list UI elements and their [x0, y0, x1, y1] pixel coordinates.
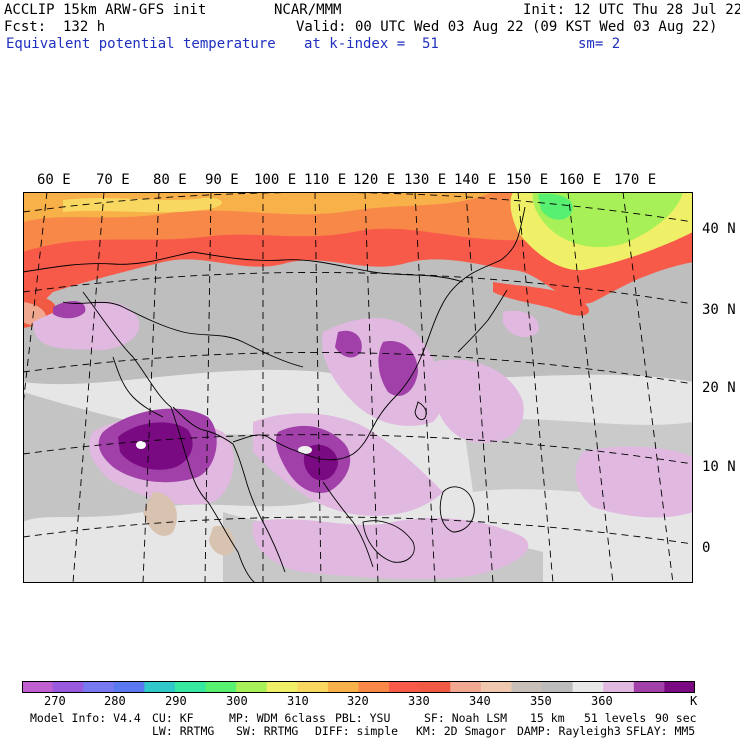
org-label: NCAR/MMM [274, 2, 342, 18]
cu-scheme: CU: KF [152, 711, 194, 725]
colorbar-swatch [236, 681, 268, 693]
diff-scheme: DIFF: simple [315, 724, 399, 738]
model-level: at k-index = 51 [304, 36, 439, 52]
lon-label: 120 E [353, 172, 396, 188]
lon-label: 90 E [205, 172, 239, 188]
colorbar-swatch [603, 681, 635, 693]
colorbar-swatch [113, 681, 145, 693]
valid-time: Valid: 00 UTC Wed 03 Aug 22 (09 KST Wed … [296, 19, 718, 35]
smoothing-label: sm= 2 [578, 36, 621, 52]
lat-label: 20 N [702, 380, 736, 396]
colorbar-tick-label: 310 [287, 694, 309, 708]
colorbar-swatch [266, 681, 298, 693]
colorbar-swatch [327, 681, 359, 693]
colorbar-swatch [358, 681, 390, 693]
colorbar-tick-label: 340 [469, 694, 491, 708]
lon-label: 70 E [96, 172, 130, 188]
colorbar [22, 681, 695, 693]
lat-label: 30 N [702, 302, 736, 318]
vertical-levels: 51 levels [584, 711, 647, 725]
lat-label: 0 [702, 540, 711, 556]
field-region-360k [503, 310, 539, 338]
colorbar-tick-label: 280 [104, 694, 126, 708]
field-region-345k [209, 526, 235, 556]
colorbar-tick-label: 330 [408, 694, 430, 708]
colorbar-swatch [664, 681, 695, 693]
colorbar-swatch [205, 681, 237, 693]
damp-scheme: DAMP: Rayleigh3 [517, 724, 621, 738]
coastlines [23, 206, 526, 583]
theta-e-map [23, 192, 693, 583]
colorbar-swatch [297, 681, 329, 693]
colorbar-swatch [22, 681, 54, 693]
field-region-370k [53, 300, 86, 319]
colorbar-tick-label: 270 [44, 694, 66, 708]
lw-scheme: LW: RRTMG [152, 724, 215, 738]
lat-label: 40 N [702, 221, 736, 237]
lon-label: 100 E [254, 172, 297, 188]
model-title: ACCLIP 15km ARW-GFS init [4, 2, 207, 18]
colorbar-swatch [174, 681, 207, 693]
colorbar-swatch [419, 681, 451, 693]
colorbar-tick-label: 300 [226, 694, 248, 708]
field-region-370k [335, 330, 362, 358]
sf-scheme: SF: Noah LSM [424, 711, 508, 725]
lon-label: 160 E [559, 172, 602, 188]
graticule [23, 192, 693, 583]
colorbar-swatch [83, 681, 115, 693]
model-info: Model Info: V4.4 [30, 711, 141, 725]
colorbar-tick-label: 360 [591, 694, 613, 708]
mp-scheme: MP: WDM 6class [229, 711, 326, 725]
colorbar-swatch [52, 681, 84, 693]
sw-scheme: SW: RRTMG [236, 724, 299, 738]
colorbar-unit: K [690, 694, 698, 708]
lon-label: 140 E [454, 172, 497, 188]
colorbar-frame [22, 681, 695, 693]
field-region-380k [303, 444, 338, 481]
colorbar-swatch [389, 681, 421, 693]
colorbar-swatch [572, 681, 604, 693]
colorbar-tick-label: 290 [165, 694, 187, 708]
field-region-360k [433, 359, 524, 443]
resolution: 15 km [530, 711, 565, 725]
field-region-380k [118, 422, 193, 470]
lat-label: 10 N [702, 459, 736, 475]
map-frame [23, 192, 693, 583]
colorbar-swatch [144, 681, 176, 693]
colorbar-swatch [633, 681, 665, 693]
pbl-scheme: PBL: YSU [335, 711, 391, 725]
field-region-360k [575, 446, 693, 518]
km-scheme: KM: 2D Smagor [416, 724, 507, 738]
lon-label: 80 E [153, 172, 187, 188]
colorbar-swatch [542, 681, 574, 693]
lon-label: 170 E [614, 172, 657, 188]
sflay-scheme: SFLAY: MM5 [626, 724, 696, 738]
field-region-330k [493, 282, 590, 316]
colorbar-swatch [511, 681, 543, 693]
colorbar-swatch [450, 681, 482, 693]
field-region-360k [252, 517, 529, 580]
colorbar-tick-label: 320 [347, 694, 369, 708]
field-region-300k [538, 193, 573, 220]
lon-label: 130 E [404, 172, 447, 188]
lon-label: 110 E [304, 172, 347, 188]
field-region-345k [143, 492, 177, 536]
init-time: Init: 12 UTC Thu 28 Jul 22 [523, 2, 740, 18]
lon-label: 60 E [37, 172, 71, 188]
time-step: 90 sec [655, 711, 697, 725]
colorbar-tick-label: 350 [530, 694, 552, 708]
forecast-hour: Fcst: 132 h [4, 19, 106, 35]
field-region-320k [63, 197, 222, 213]
field-region-low [136, 441, 146, 449]
lon-label: 150 E [506, 172, 549, 188]
field-name: Equivalent potential temperature [6, 36, 276, 52]
field-region-low [298, 446, 312, 454]
colorbar-swatch [480, 681, 512, 693]
